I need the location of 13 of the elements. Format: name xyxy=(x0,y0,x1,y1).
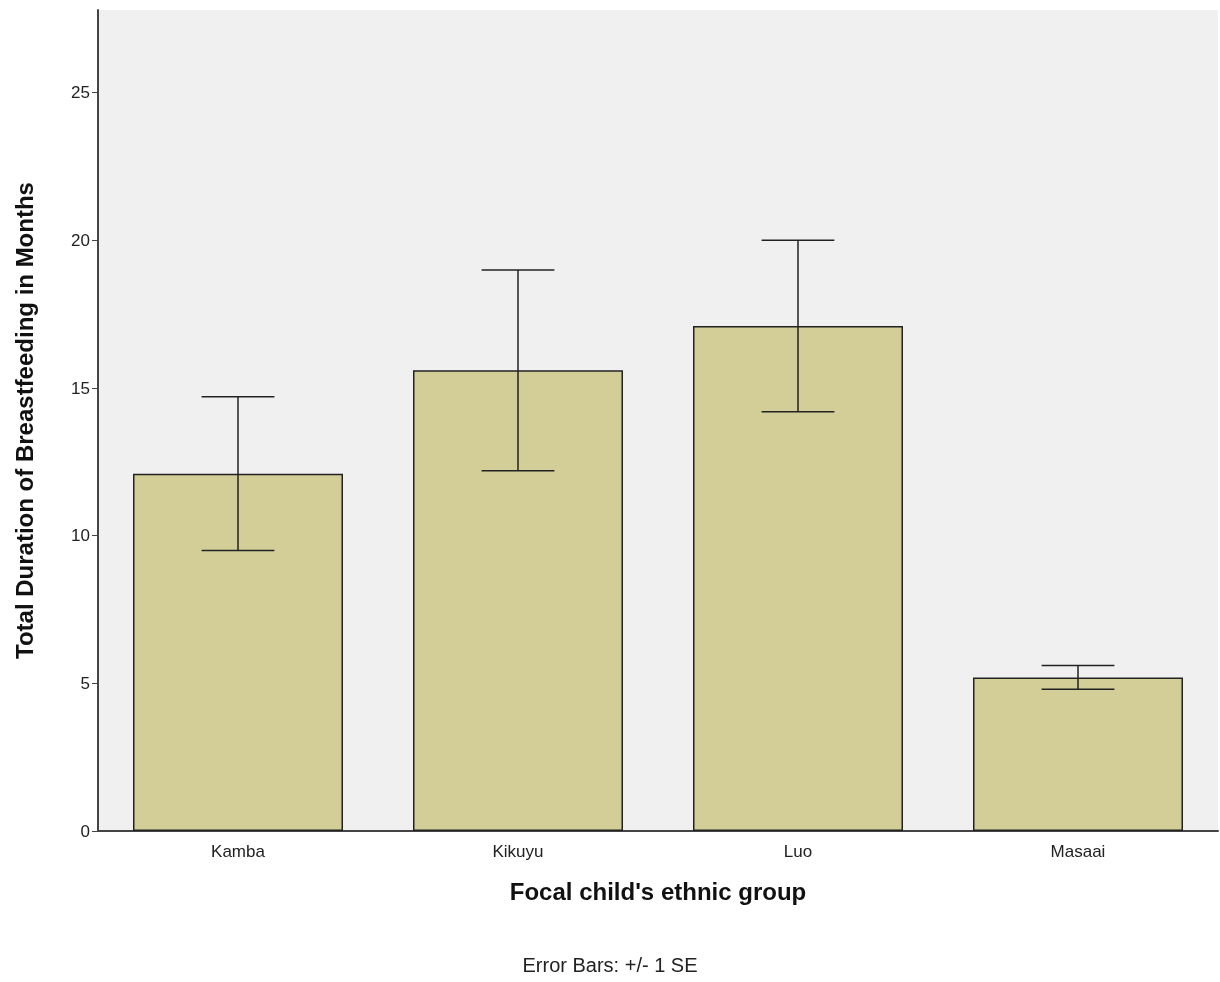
x-tick-label: Kamba xyxy=(211,842,266,861)
y-tick-label: 25 xyxy=(71,83,90,103)
y-axis-title: Total Duration of Breastfeeding in Months xyxy=(10,182,38,659)
y-tick-label: 20 xyxy=(71,230,90,250)
x-axis-title: Focal child's ethnic group xyxy=(509,877,807,905)
text: Error Bars: +/- 1 SE xyxy=(522,954,698,976)
y-tick-label: 10 xyxy=(71,526,90,546)
y-tick-label: 0 xyxy=(80,821,90,841)
y-tick-label: 15 xyxy=(71,378,90,398)
x-tick-label: Masaai xyxy=(1050,842,1106,861)
y-tick-label: 5 xyxy=(80,673,90,693)
x-tick-label: Luo xyxy=(783,842,813,861)
x-tick-label: Kikuyu xyxy=(492,842,544,861)
